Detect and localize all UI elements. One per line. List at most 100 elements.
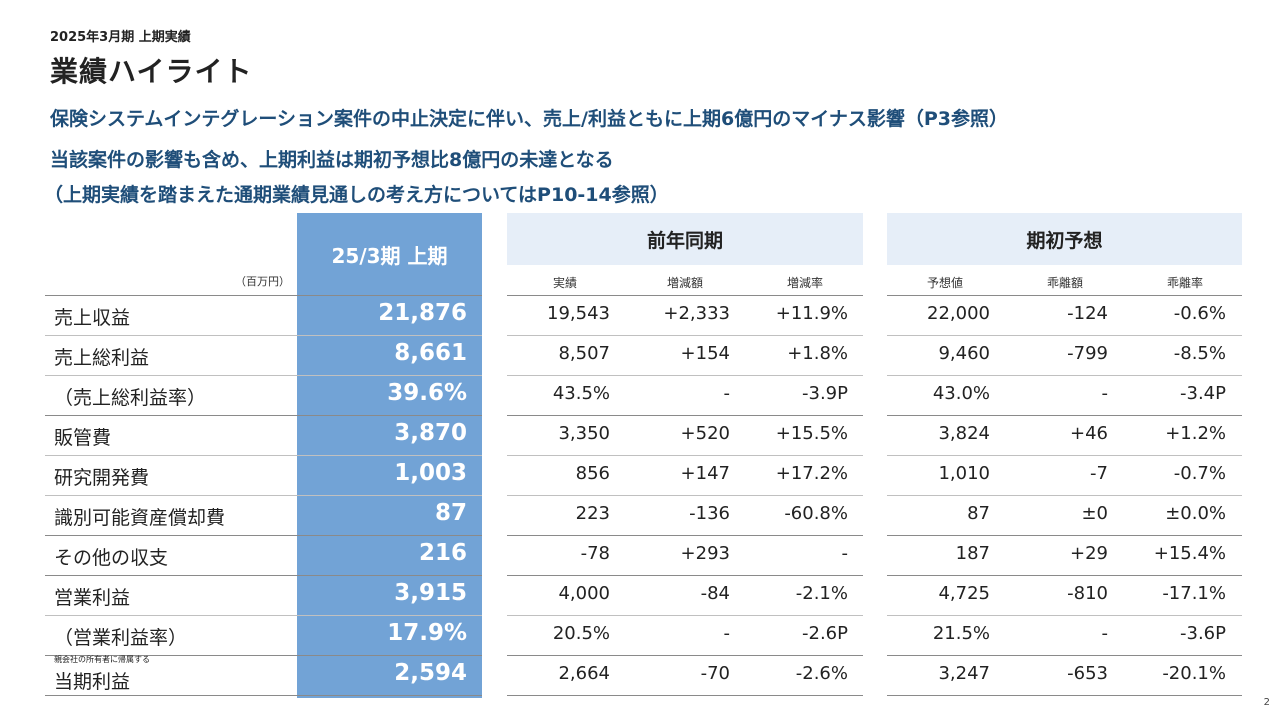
row-divider [45,535,482,536]
row-divider [887,455,1242,456]
row-divider [45,375,482,376]
prev-year-cell: +1.8% [787,343,848,364]
row-divider [507,655,863,656]
current-value: 8,661 [394,340,467,366]
row-divider [45,655,482,656]
highlight-3: （上期実績を踏まえた通期業績見通しの考え方についてはP10-14参照） [44,184,669,206]
row-label: 識別可能資産償却費 [54,507,226,529]
row-divider [507,535,863,536]
row-divider [45,695,482,696]
prev-year-cell: +2,333 [663,303,730,324]
row-divider [887,695,1242,696]
prev-year-cell: 8,507 [558,343,610,364]
forecast-cell: 22,000 [927,303,990,324]
prev-year-cell: - [841,543,849,564]
row-divider [507,495,863,496]
forecast-cell: ±0 [1081,503,1108,524]
forecast-cell: -20.1% [1162,663,1226,684]
row-label: 売上総利益 [54,347,150,369]
forecast-cell: +29 [1070,543,1108,564]
row-divider [887,655,1242,656]
page-number: 2 [1263,697,1270,708]
forecast-cell: -3.6P [1180,623,1226,644]
prev-subheader: 増減率 [786,276,823,290]
row-label: 営業利益 [54,587,131,609]
prev-year-cell: 4,000 [558,583,610,604]
forecast-cell: 187 [955,543,990,564]
table-row: その他の収支 216 -78 +293 - 187 +29 +15.4% [0,535,1280,575]
forecast-cell: -810 [1067,583,1108,604]
forecast-cell: 21.5% [932,623,990,644]
prev-year-header-box [507,213,863,265]
forecast-cell: 9,460 [938,343,990,364]
prev-year-cell: 2,664 [558,663,610,684]
current-value: 2,594 [394,660,467,686]
row-divider [45,615,482,616]
current-value: 17.9% [387,620,467,646]
forecast-cell: 4,725 [938,583,990,604]
forecast-cell: 3,824 [938,423,990,444]
row-divider [507,695,863,696]
row-divider [507,335,863,336]
prev-year-cell: -2.6P [802,623,848,644]
prev-year-cell: - [723,383,731,404]
table-row: 研究開発費 1,003 856 +147 +17.2% 1,010 -7 -0.7% [0,455,1280,495]
prev-year-cell: +17.2% [775,463,848,484]
row-divider [507,295,863,296]
row-label: 当期利益 [54,671,131,693]
forecast-cell: ±0.0% [1165,503,1226,524]
forecast-cell: -0.6% [1173,303,1226,324]
prev-year-header: 前年同期 [646,230,723,252]
row-divider [45,295,482,296]
prev-year-cell: +154 [680,343,730,364]
forecast-header-box [887,213,1242,265]
table-row: 売上総利益 8,661 8,507 +154 +1.8% 9,460 -799 -8.5% [0,335,1280,375]
forecast-cell: 1,010 [938,463,990,484]
prev-subheader: 増減額 [666,276,703,290]
prev-year-cell: -3.9P [802,383,848,404]
row-label-note: 親会社の所有者に帰属する [54,655,150,664]
forecast-cell: -653 [1067,663,1108,684]
forecast-cell: +1.2% [1165,423,1226,444]
current-value: 3,915 [394,580,467,606]
current-value: 216 [418,540,467,566]
current-value: 39.6% [387,380,467,406]
prev-year-cell: -84 [700,583,730,604]
row-divider [45,495,482,496]
row-divider [45,335,482,336]
unit-label: （百万円） [235,275,290,288]
row-divider [887,495,1242,496]
slide-subtitle: 2025年3月期 上期実績 [50,30,191,45]
row-divider [507,575,863,576]
forecast-cell: 43.0% [932,383,990,404]
prev-year-cell: +147 [680,463,730,484]
prev-year-cell: 19,543 [547,303,610,324]
row-label: 売上収益 [54,307,131,329]
row-divider [507,415,863,416]
prev-year-cell: - [723,623,731,644]
forecast-cell: - [1101,623,1109,644]
prev-year-cell: +520 [680,423,730,444]
forecast-cell: -0.7% [1173,463,1226,484]
row-label: （営業利益率） [54,627,188,649]
forecast-cell: -7 [1090,463,1108,484]
current-value: 1,003 [394,460,467,486]
row-label: （売上総利益率） [54,387,207,409]
prev-year-cell: -60.8% [784,503,848,524]
row-divider [887,295,1242,296]
row-label: 販管費 [54,427,112,449]
forecast-header: 期初予想 [1026,230,1103,252]
row-divider [887,535,1242,536]
slide-title: 業績ハイライト [50,55,253,88]
prev-year-cell: 3,350 [558,423,610,444]
row-divider [507,455,863,456]
forecast-cell: +46 [1070,423,1108,444]
table-row: （売上総利益率） 39.6% 43.5% - -3.9P 43.0% - -3.4P [0,375,1280,415]
forecast-cell: -17.1% [1162,583,1226,604]
row-label: 研究開発費 [54,467,150,489]
prev-year-cell: -70 [700,663,730,684]
prev-year-cell: 856 [575,463,610,484]
row-label: その他の収支 [54,547,169,569]
prev-year-cell: +15.5% [775,423,848,444]
prev-year-cell: -78 [580,543,610,564]
